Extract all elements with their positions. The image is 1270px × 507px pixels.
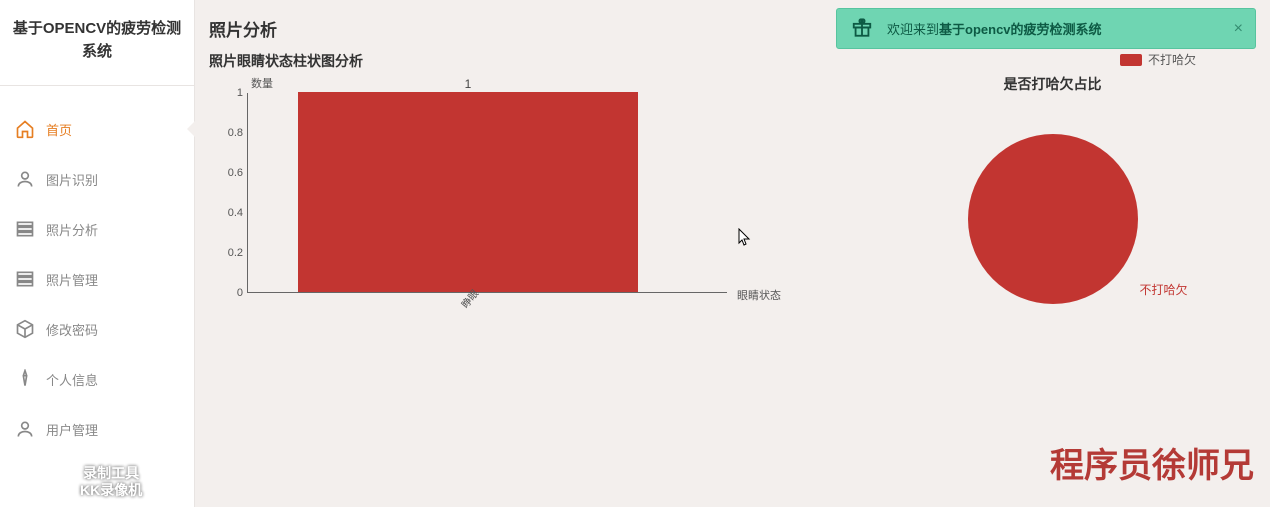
- sidebar-item-label: 图片识别: [46, 170, 98, 189]
- sidebar-item-label: 照片管理: [46, 270, 98, 289]
- legend-swatch: [1120, 54, 1142, 66]
- watermark-left: 录制工具KK录像机: [80, 465, 142, 499]
- watermark-right: 程序员徐师兄: [1050, 438, 1254, 487]
- bar-chart: 00.20.40.60.81 1 眼睛状态 睁眼: [247, 93, 829, 323]
- toast-text: 欢迎来到基于opencv的疲劳检测系统: [887, 22, 1102, 37]
- home-icon: [14, 118, 36, 140]
- list-icon: [14, 218, 36, 240]
- sidebar-item-4[interactable]: 修改密码: [0, 304, 194, 354]
- gift-icon: [851, 16, 873, 41]
- y-tick: 0.8: [215, 127, 243, 139]
- sidebar-item-0[interactable]: 首页: [0, 104, 194, 154]
- pie-chart-title: 是否打哈欠占比: [849, 74, 1256, 94]
- y-tick: 0.6: [215, 167, 243, 179]
- bar: [298, 92, 638, 292]
- legend-label: 不打哈欠: [1148, 51, 1196, 68]
- bar-value-label: 1: [465, 77, 472, 91]
- list-icon: [14, 268, 36, 290]
- bar-chart-title: 照片眼睛状态柱状图分析: [209, 51, 829, 71]
- sidebar-item-1[interactable]: 图片识别: [0, 154, 194, 204]
- pie-slice-label: 不打哈欠: [1139, 281, 1187, 298]
- user-icon: [14, 168, 36, 190]
- pie-chart: 不打哈欠: [968, 134, 1138, 304]
- sidebar-item-label: 用户管理: [46, 420, 98, 439]
- y-tick: 0: [215, 287, 243, 299]
- sidebar-item-2[interactable]: 照片分析: [0, 204, 194, 254]
- legend: 不打哈欠: [849, 51, 1256, 68]
- bar-chart-y-label: 数量: [251, 75, 829, 91]
- user-icon: [14, 418, 36, 440]
- sidebar-item-label: 个人信息: [46, 370, 98, 389]
- app-title: 基于OPENCV的疲劳检测系统: [0, 0, 194, 86]
- sidebar-item-3[interactable]: 照片管理: [0, 254, 194, 304]
- y-tick: 1: [215, 87, 243, 99]
- welcome-toast: 欢迎来到基于opencv的疲劳检测系统 ×: [836, 8, 1256, 49]
- y-tick: 0.4: [215, 207, 243, 219]
- sidebar: 基于OPENCV的疲劳检测系统 首页图片识别照片分析照片管理修改密码个人信息用户…: [0, 0, 195, 507]
- pie-chart-panel: 不打哈欠 是否打哈欠占比 不打哈欠: [849, 51, 1256, 323]
- nav-list: 首页图片识别照片分析照片管理修改密码个人信息用户管理: [0, 86, 194, 454]
- sidebar-item-label: 修改密码: [46, 320, 98, 339]
- bar-chart-x-label: 眼睛状态: [737, 287, 781, 303]
- y-tick: 0.2: [215, 247, 243, 259]
- cube-icon: [14, 318, 36, 340]
- main-content: 照片分析 照片眼睛状态柱状图分析 数量 00.20.40.60.81 1 眼睛状…: [195, 0, 1270, 507]
- bar-chart-panel: 照片眼睛状态柱状图分析 数量 00.20.40.60.81 1 眼睛状态 睁眼: [209, 51, 829, 323]
- sidebar-item-6[interactable]: 用户管理: [0, 404, 194, 454]
- sidebar-item-label: 照片分析: [46, 220, 98, 239]
- sidebar-item-label: 首页: [46, 120, 72, 139]
- sidebar-item-5[interactable]: 个人信息: [0, 354, 194, 404]
- pen-icon: [14, 368, 36, 390]
- close-icon[interactable]: ×: [1234, 20, 1243, 38]
